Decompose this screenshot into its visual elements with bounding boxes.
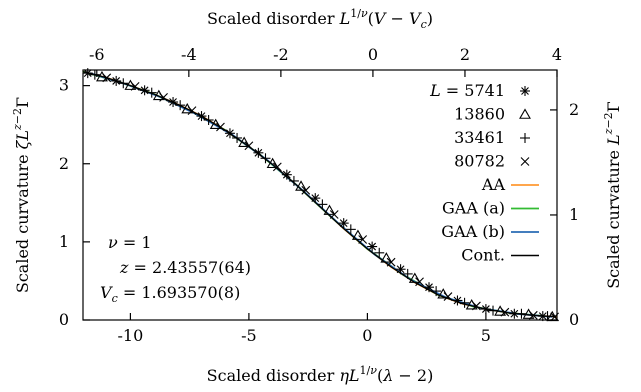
x2-tick-label: 2: [460, 45, 470, 64]
legend: L = 5741 13860 33461 80782 AA GAA (a) GAA (b) C…: [429, 81, 539, 265]
data-point: [260, 153, 271, 164]
legend-marker: [520, 157, 530, 166]
y2-tick-label: 0: [569, 310, 579, 329]
data-point: [124, 79, 137, 90]
data-point: [82, 68, 93, 79]
data-point: [288, 175, 299, 186]
data-point: [516, 308, 527, 319]
data-point: [415, 277, 424, 287]
axis-ticks: -10 -5 0 5 0 1 2 3 -6 -4 -2 0 2 4 0 1 2: [59, 45, 579, 345]
x-tick-label: 0: [362, 326, 372, 345]
data-point: [338, 218, 349, 229]
data-point: [253, 147, 264, 158]
data-point: [443, 292, 453, 301]
data-point: [402, 268, 413, 279]
data-point: [395, 264, 406, 275]
data-point: [272, 162, 282, 172]
series-markers: [82, 68, 560, 322]
data-point: [216, 122, 225, 132]
legend-label: 80782: [454, 152, 505, 171]
data-point: [159, 92, 168, 102]
data-point: [358, 235, 368, 244]
legend-label: L = 5741: [429, 81, 505, 100]
x2-tick-label: -2: [273, 45, 289, 64]
data-point: [111, 75, 122, 86]
plot-frame: [82, 69, 558, 321]
y-tick-label: 0: [59, 310, 69, 329]
data-point: [424, 282, 435, 293]
annotation-z: z = 2.43557(64): [119, 258, 251, 277]
data-point: [452, 295, 463, 306]
data-point: [480, 304, 491, 315]
data-point: [386, 257, 396, 267]
data-point: [317, 199, 328, 210]
y-tick-label: 3: [59, 76, 69, 95]
data-point: [488, 305, 499, 316]
x2-tick-label: 4: [552, 45, 562, 64]
data-point: [187, 106, 197, 116]
data-point: [281, 169, 292, 180]
data-point: [329, 210, 339, 219]
x2-tick-label: -4: [181, 45, 197, 64]
data-point: [459, 297, 470, 308]
data-point: [139, 85, 150, 96]
x-tick-label: -10: [118, 326, 144, 345]
data-point: [266, 157, 279, 169]
y2-tick-label: 2: [569, 100, 579, 119]
x2-tick-label: -6: [89, 45, 105, 64]
data-point: [130, 82, 140, 91]
data-point: [168, 97, 179, 108]
data-point: [295, 180, 307, 191]
legend-label: AA: [481, 175, 506, 194]
data-point: [89, 69, 100, 80]
data-point: [465, 299, 478, 310]
data-point: [345, 224, 356, 235]
left-axis-label: Scaled curvature ζLz−2Γ: [11, 97, 32, 293]
x-tick-label: -5: [241, 326, 257, 345]
data-point: [500, 307, 510, 317]
data-point: [374, 247, 385, 258]
legend-marker: [520, 86, 530, 96]
y2-tick-label: 1: [569, 205, 579, 224]
data-point: [408, 272, 421, 283]
data-point: [146, 87, 157, 98]
data-point: [542, 311, 553, 322]
data-point: [232, 132, 243, 143]
data-point: [301, 185, 311, 195]
y-tick-label: 2: [59, 154, 69, 173]
x2-tick-label: 0: [368, 45, 378, 64]
data-point: [351, 229, 364, 240]
y-tick-label: 1: [59, 232, 69, 251]
data-point: [118, 78, 129, 89]
data-point: [472, 301, 481, 311]
data-point: [102, 73, 112, 83]
annotation-vc: Vc = 1.693570(8): [100, 283, 240, 305]
data-point: [96, 70, 108, 82]
data-point: [431, 286, 442, 297]
top-axis-label: Scaled disorder L1/ν(V − Vc): [207, 7, 433, 31]
legend-label: Cont.: [461, 246, 505, 265]
data-point: [224, 128, 235, 139]
data-point: [238, 136, 251, 147]
bottom-axis-label: Scaled disorder ηL1/ν(λ − 2): [207, 364, 434, 385]
legend-marker: [519, 108, 531, 119]
legend-label: GAA (b): [441, 222, 505, 241]
annotation-nu: ν = 1: [108, 233, 152, 252]
data-point: [310, 193, 321, 204]
data-point: [175, 100, 186, 111]
x-tick-label: 5: [481, 326, 491, 345]
legend-label: GAA (a): [442, 199, 505, 218]
data-point: [323, 204, 336, 215]
data-point: [203, 115, 214, 125]
data-point: [367, 241, 378, 252]
legend-label: 33461: [454, 128, 505, 147]
right-axis-label: Scaled curvature Lz−2Γ: [602, 101, 623, 289]
data-point: [528, 310, 538, 320]
legend-marker: [520, 133, 530, 143]
data-point: [380, 252, 393, 263]
legend-label: 13860: [454, 105, 505, 124]
data-point: [244, 141, 254, 151]
data-point: [196, 111, 207, 122]
